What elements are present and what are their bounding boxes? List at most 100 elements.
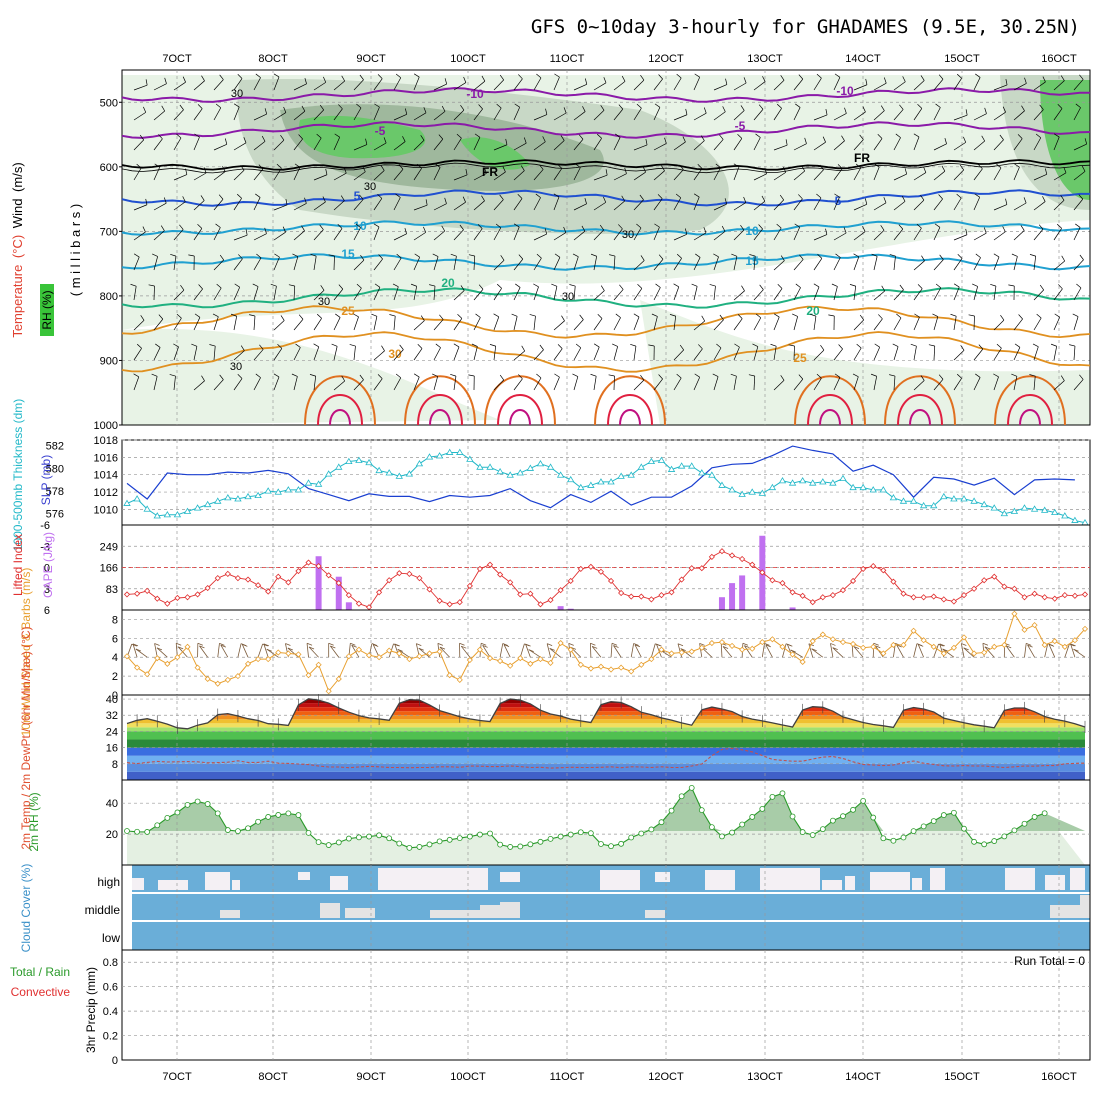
wind-speed-point	[1001, 641, 1008, 649]
wind-barb-flag	[515, 283, 521, 288]
wind-barb-flag	[639, 194, 644, 200]
wind-barb	[713, 286, 716, 301]
wind-barb	[913, 108, 923, 121]
wind-barb	[433, 111, 446, 121]
wind-barb-flag	[478, 104, 483, 110]
wind-barb-flag	[608, 374, 615, 377]
x-tick-label-bottom: 15OCT	[944, 1071, 980, 1083]
wind-speed-point	[456, 676, 463, 683]
wind-barb	[813, 141, 826, 151]
wind-barb	[553, 112, 567, 121]
wind-barb	[753, 289, 764, 301]
thickness-point	[486, 463, 494, 470]
wind-barb-flag	[460, 104, 465, 111]
wind-barb	[293, 230, 305, 241]
wind-barb	[413, 376, 420, 391]
rh-point	[789, 813, 796, 820]
ylabel-total-rain: Total / Rain	[10, 965, 70, 979]
lifted-index-point	[275, 573, 282, 580]
wind-barb-flag	[179, 224, 184, 230]
wind-speed-point	[436, 648, 443, 655]
rh-area-light	[127, 787, 1085, 865]
wind-barb	[553, 196, 560, 211]
wind-barb	[753, 346, 759, 361]
wind-barb	[1033, 81, 1046, 91]
wind-barb-flag	[544, 228, 548, 235]
wind-barb	[673, 197, 682, 211]
wind-barb-flag	[373, 644, 379, 647]
wind-barb-flag	[499, 194, 504, 200]
wind-barb	[153, 202, 167, 211]
wind-barb-flag	[870, 373, 877, 377]
wind-barb	[573, 376, 579, 391]
wind-barb-flag	[163, 197, 167, 204]
wind-barb-flag	[338, 284, 344, 290]
wind-barb-flag	[612, 343, 618, 347]
wind-barb	[1013, 318, 1023, 331]
wind-barb-flag	[761, 195, 766, 202]
wind-barb	[913, 136, 920, 151]
wind-barb	[253, 233, 267, 241]
wind-barb-flag	[703, 227, 707, 233]
temp-band	[127, 747, 1085, 756]
wind-barb-flag	[816, 193, 822, 199]
wind-speed-point	[900, 641, 907, 649]
cape-bar	[718, 597, 725, 610]
wind-barb-flag	[990, 283, 997, 287]
upper-air-panel: 5006007008009001000-10-5FR51015202530-10…	[94, 69, 1091, 432]
wind-barb-flag	[568, 642, 574, 646]
wind-barb-flag	[359, 194, 364, 200]
precip-ylabel: Total / Rain Convective 3hr Precip (mm)	[10, 965, 98, 1053]
thickness-point	[637, 463, 645, 470]
wind-barb	[761, 643, 765, 658]
wind-barb	[373, 78, 383, 91]
lifted-index-point	[587, 563, 594, 570]
thickness-point	[758, 489, 767, 496]
wind-barb	[793, 378, 804, 391]
thickness-point	[577, 483, 585, 491]
wind-barb-flag	[1072, 313, 1079, 317]
wind-barb	[833, 196, 840, 211]
wind-barb-flag	[320, 285, 325, 291]
wind-barb-flag	[313, 343, 319, 348]
rh-point	[910, 828, 917, 835]
chart-title: GFS 0~10day 3-hourly for GHADAMES (9.5E,…	[531, 16, 1080, 38]
wind-barb-flag	[578, 134, 584, 140]
wind-barb-flag	[699, 643, 705, 646]
wind-barb-flag	[655, 283, 661, 288]
wind-barb-flag	[377, 193, 383, 199]
wind-barb-flag	[389, 314, 396, 317]
wind-barb-flag	[1079, 254, 1084, 260]
wind-barb-flag	[605, 169, 608, 176]
wind-barb	[333, 200, 345, 211]
temp-band	[127, 723, 1085, 728]
wind-speed-point	[799, 658, 806, 666]
wind-barb	[984, 646, 995, 658]
wind-barb-flag	[331, 343, 338, 347]
wind-barb	[653, 107, 661, 121]
lifted-index-point	[144, 587, 151, 594]
cloud-gap-middle	[430, 910, 480, 918]
wind-barb	[333, 288, 344, 301]
wind-speed-point	[1041, 641, 1048, 649]
wind-barb	[173, 346, 179, 361]
wind-barb-flag	[762, 76, 766, 82]
wind-barb-flag	[593, 343, 600, 348]
thickness-point	[284, 486, 293, 493]
wind-speed-point	[940, 650, 947, 657]
wind-barb-flag	[981, 135, 986, 142]
lifted-index-point	[890, 578, 897, 585]
wind-barb-flag	[694, 73, 700, 78]
wind-barb	[513, 142, 527, 151]
wind-barb-flag	[712, 373, 719, 377]
lifted-index-point	[728, 552, 736, 559]
slp-line	[126, 445, 1075, 509]
rh-contour-label: 30	[622, 229, 634, 241]
wind-barb	[753, 81, 766, 91]
wind-speed-point	[718, 639, 726, 646]
wind-barb	[613, 256, 616, 271]
wind-barb	[293, 83, 307, 91]
wind-barb	[273, 204, 288, 211]
lifted-index-point	[698, 565, 705, 572]
ylabel-cape: CAPE (J/kg)	[41, 532, 55, 598]
